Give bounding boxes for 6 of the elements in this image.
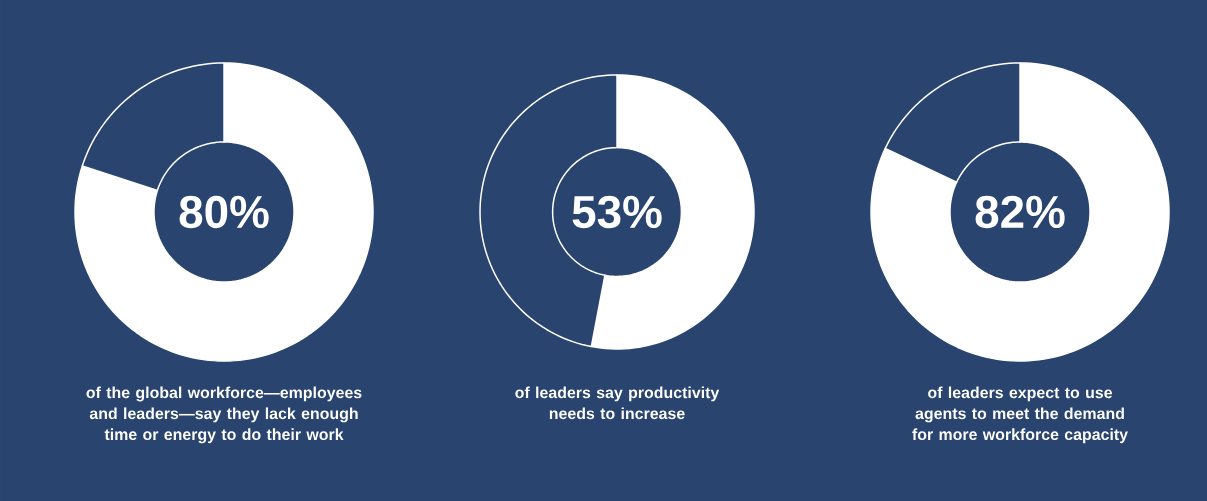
text: of leaders expect to use agents to meet the demand for more workforce capacity [912, 386, 1128, 444]
data-label: 53% [572, 195, 662, 229]
text: of the global workforce—employees and leaders—say they lack enough time or energy to do their work [86, 386, 362, 444]
text: of leaders say productivity needs to increase [515, 386, 720, 420]
data-label: 82% [975, 195, 1065, 229]
data-label: 80% [179, 195, 269, 229]
